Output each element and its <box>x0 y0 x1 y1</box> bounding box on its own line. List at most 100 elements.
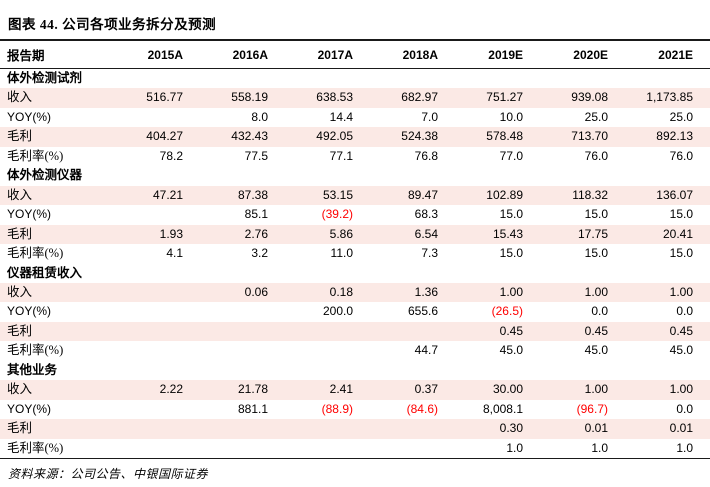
value-cell <box>285 322 370 341</box>
value-cell: (96.7) <box>576 401 608 416</box>
value-cell: 102.89 <box>486 187 523 202</box>
row-label: 收入 <box>7 90 33 105</box>
row-label: YOY(%) <box>7 109 52 124</box>
value-cell: 0.01 <box>669 421 693 436</box>
value-cell: 682.97 <box>401 90 438 105</box>
row-label: 毛利率(%) <box>7 246 64 261</box>
value-cell: 0.06 <box>244 284 268 299</box>
value-cell: 15.0 <box>669 207 693 222</box>
section-title: 仪器租赁收入 <box>7 265 83 280</box>
row-label: 毛利 <box>7 129 33 144</box>
value-cell: 1,173.85 <box>646 90 693 105</box>
section-header-row: 体外检测仪器 <box>0 166 710 185</box>
value-cell <box>200 341 285 360</box>
value-cell: 77.0 <box>499 148 523 163</box>
value-cell: 2.76 <box>244 226 268 241</box>
value-cell <box>370 439 455 458</box>
value-cell: 492.05 <box>316 129 353 144</box>
table-row: 毛利率(%) 1.0 1.0 1.0 <box>0 439 710 458</box>
header-row: 报告期 2015A 2016A 2017A 2018A 2019E 2020E … <box>0 41 710 69</box>
value-cell: 0.0 <box>676 401 693 416</box>
business-breakdown-table: 报告期 2015A 2016A 2017A 2018A 2019E 2020E … <box>0 41 710 458</box>
value-cell: 1.0 <box>506 440 523 455</box>
value-cell: 17.75 <box>577 226 608 241</box>
table-row: 毛利率(%) 4.1 3.2 11.0 7.3 15.0 15.0 15.0 <box>0 244 710 263</box>
value-cell: 939.08 <box>571 90 608 105</box>
value-cell <box>285 341 370 360</box>
value-cell: 892.13 <box>656 129 693 144</box>
value-cell <box>115 205 200 224</box>
row-label: YOY(%) <box>7 207 52 222</box>
row-label: 收入 <box>7 382 33 397</box>
header-2017a: 2017A <box>285 41 370 69</box>
section-header-row: 体外检测试剂 <box>0 69 710 89</box>
value-cell <box>370 419 455 438</box>
value-cell: 0.30 <box>499 421 523 436</box>
value-cell: 30.00 <box>492 382 523 397</box>
section-title: 体外检测仪器 <box>7 168 83 183</box>
value-cell: 11.0 <box>330 246 353 261</box>
source-note: 资料来源：公司公告、中银国际证券 <box>0 458 710 482</box>
value-cell: 68.3 <box>414 207 438 222</box>
value-cell <box>285 439 370 458</box>
value-cell <box>115 283 200 302</box>
value-cell: 20.41 <box>662 226 693 241</box>
value-cell: 1.93 <box>159 226 183 241</box>
value-cell: 432.43 <box>231 129 268 144</box>
value-cell <box>115 302 200 321</box>
value-cell: 1.00 <box>584 382 608 397</box>
value-cell: 1.00 <box>499 284 523 299</box>
row-label: 毛利率(%) <box>7 440 64 455</box>
value-cell: 14.4 <box>329 109 353 124</box>
value-cell: 45.0 <box>669 343 693 358</box>
value-cell: 200.0 <box>322 304 353 319</box>
value-cell: 5.86 <box>329 226 353 241</box>
value-cell: 89.47 <box>407 187 438 202</box>
table-row: 毛利 404.27 432.43 492.05 524.38 578.48 713.70 89… <box>0 127 710 147</box>
value-cell: 77.5 <box>244 148 268 163</box>
value-cell: (84.6) <box>406 401 438 416</box>
value-cell: 524.38 <box>401 129 438 144</box>
value-cell <box>285 419 370 438</box>
table-row: 毛利率(%) 78.2 77.5 77.1 76.8 77.0 76.0 76.0 <box>0 147 710 166</box>
value-cell: 0.0 <box>676 304 693 319</box>
value-cell: 578.48 <box>486 129 523 144</box>
table-row: 毛利率(%) 44.7 45.0 45.0 45.0 <box>0 341 710 360</box>
table-row: 收入 516.77 558.19 638.53 682.97 751.27 939.08 1,… <box>0 88 710 108</box>
value-cell <box>115 341 200 360</box>
value-cell: 0.37 <box>414 382 438 397</box>
value-cell <box>115 322 200 341</box>
value-cell: 751.27 <box>486 90 523 105</box>
value-cell: 404.27 <box>146 129 183 144</box>
table-header: 报告期 2015A 2016A 2017A 2018A 2019E 2020E … <box>0 41 710 69</box>
table-row: 毛利 1.93 2.76 5.86 6.54 15.43 17.75 20.41 <box>0 224 710 245</box>
row-label: 收入 <box>7 187 33 202</box>
value-cell: 8,008.1 <box>482 401 523 416</box>
section-header-row: 其他业务 <box>0 361 710 380</box>
value-cell: 0.01 <box>584 421 608 436</box>
value-cell <box>115 419 200 438</box>
table-body: 体外检测试剂 收入 516.77 558.19 638.53 682.97 751.27 93… <box>0 69 710 459</box>
value-cell: 77.1 <box>329 148 353 163</box>
value-cell: 47.21 <box>152 187 183 202</box>
value-cell: 15.0 <box>499 246 523 261</box>
value-cell: 0.45 <box>499 323 523 338</box>
value-cell: 10.0 <box>499 109 523 124</box>
value-cell <box>115 108 200 127</box>
value-cell: 85.1 <box>244 207 268 222</box>
value-cell: 7.3 <box>421 246 438 261</box>
value-cell: 1.0 <box>676 440 693 455</box>
header-2018a: 2018A <box>370 41 455 69</box>
value-cell: 1.00 <box>584 284 608 299</box>
value-cell: 881.1 <box>237 401 268 416</box>
value-cell: 558.19 <box>231 90 268 105</box>
value-cell: 1.00 <box>669 382 693 397</box>
value-cell: 4.1 <box>166 246 183 261</box>
value-cell: 713.70 <box>571 129 608 144</box>
row-label: 毛利 <box>7 323 33 338</box>
section-title: 其他业务 <box>7 362 58 377</box>
row-label: 收入 <box>7 284 33 299</box>
value-cell: 8.0 <box>251 109 268 124</box>
value-cell: 1.36 <box>414 284 438 299</box>
